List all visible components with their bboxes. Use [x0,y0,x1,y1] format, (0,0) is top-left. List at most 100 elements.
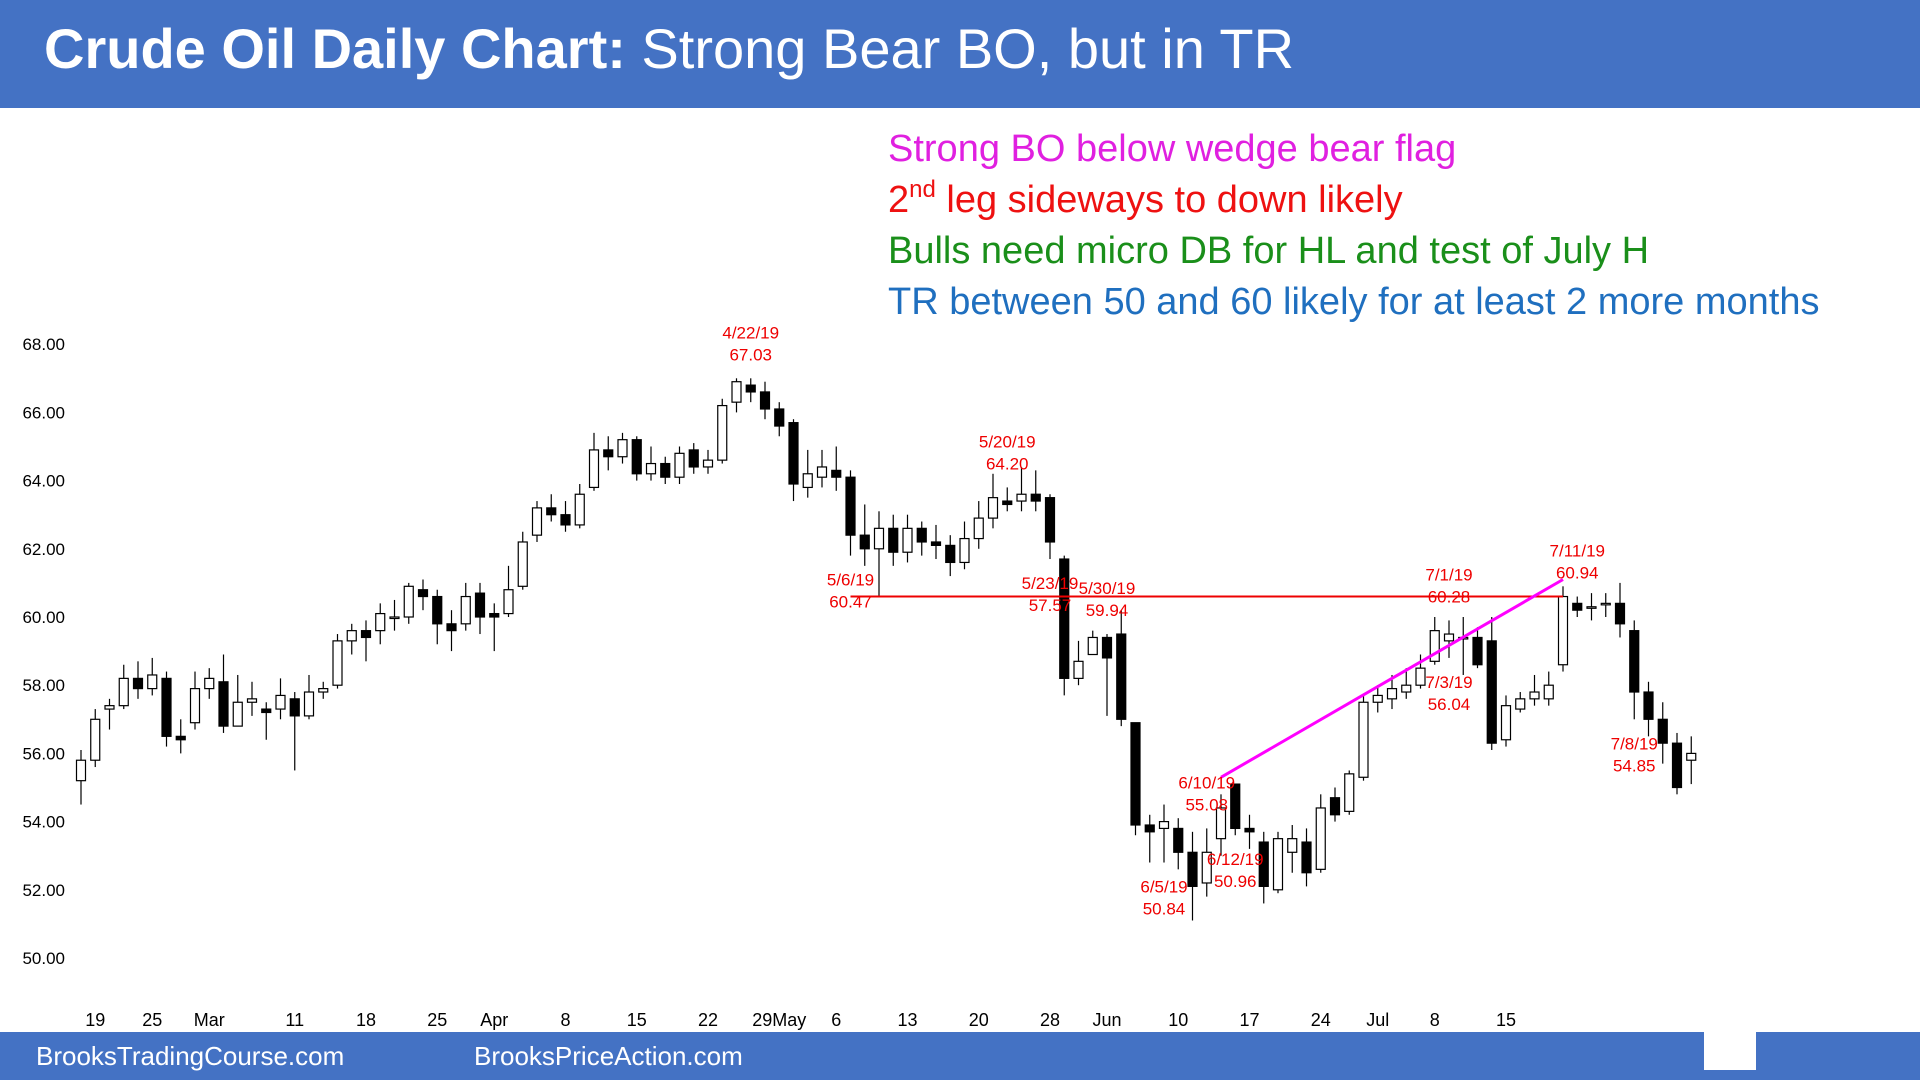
bull-candle [1016,493,1027,502]
callout-date: 7/11/19 [1550,542,1605,561]
x-tick-label: 8 [1430,1010,1440,1030]
x-tick-label: 8 [560,1010,570,1030]
bull-candle [389,616,400,620]
bull-candle [1372,694,1383,703]
bull-candle [645,462,657,475]
bull-candle [617,439,628,458]
x-tick-label: 6 [831,1010,841,1030]
bull-candle [75,759,87,782]
bull-candle [1386,688,1398,700]
y-tick-label: 58.00 [22,676,65,695]
bear-candle [1329,797,1341,816]
bull-candle [531,507,543,536]
title-bar: Crude Oil Daily Chart: Strong Bear BO, b… [0,0,1920,108]
bear-candle [1486,640,1497,744]
bull-candle [90,718,101,761]
bear-candle [1301,841,1312,874]
annotation-line-1: Strong BO below wedge bear flag [888,128,1457,170]
bull-candle [147,674,158,690]
bear-candle [930,541,942,546]
bear-candle [432,595,443,625]
bull-candle [987,497,999,519]
bull-candle [902,527,913,553]
y-tick-label: 60.00 [22,608,65,627]
bear-candle [845,476,856,536]
x-tick-label: Mar [194,1010,225,1030]
bear-candle [417,589,429,598]
bull-candle [1429,630,1440,662]
annotation-block: Strong BO below wedge bear flag 2nd leg … [888,124,1819,328]
bull-candle [346,630,357,642]
bull-candle [303,691,315,717]
bear-candle [1116,633,1127,720]
bear-candle [1657,718,1668,744]
bear-candle [774,408,785,427]
annotation-2-superscript: nd [909,176,936,203]
bull-candle [1344,773,1355,812]
bull-candle [973,517,984,540]
callout-price: 55.08 [1185,795,1228,814]
bear-candle [1258,841,1269,887]
x-tick-label: 22 [698,1010,718,1030]
bear-candle [360,630,372,639]
callout-date: 6/12/19 [1207,850,1264,869]
bull-candle [717,404,728,461]
bear-candle [759,391,771,410]
footer-left-link[interactable]: BrooksTradingCourse.com [36,1041,345,1071]
bear-candle [1629,630,1640,693]
bull-candle [1515,698,1526,710]
bull-candle [318,688,329,693]
bull-candle [1272,838,1284,891]
bull-candle [1401,684,1412,693]
callout-date: 7/3/19 [1425,673,1472,692]
bull-candle [189,688,201,724]
bear-candle [560,514,571,526]
bear-candle [1671,742,1683,789]
callout-price: 60.94 [1556,564,1599,583]
bull-candle [1358,701,1369,778]
x-tick-label: 28 [1040,1010,1060,1030]
bull-candle [1529,691,1540,700]
callout-price: 50.96 [1214,872,1257,891]
y-tick-label: 62.00 [22,540,65,559]
x-tick-label: 15 [1496,1010,1516,1030]
bull-candle [588,449,600,489]
y-tick-label: 66.00 [22,403,65,422]
bear-candle [945,544,956,564]
x-tick-label: 24 [1311,1010,1331,1030]
bear-candle [1472,636,1483,666]
y-tick-label: 54.00 [22,813,65,832]
y-tick-label: 68.00 [22,335,65,354]
callout-price: 64.20 [986,454,1029,473]
callout-date: 5/6/19 [827,571,874,590]
bear-candle [1572,602,1583,611]
callout-price: 67.03 [729,345,772,364]
footer-right-link[interactable]: BrooksPriceAction.com [474,1041,743,1071]
wedge-trendline [1220,578,1564,779]
bear-candle [1244,827,1255,833]
callout-date: 7/8/19 [1611,734,1658,753]
bull-candle [1087,636,1098,656]
x-tick-label: 18 [356,1010,376,1030]
y-tick-label: 50.00 [22,949,65,968]
bear-candle [631,439,642,475]
bull-candle [1586,606,1597,609]
bear-candle [132,677,144,690]
bear-candle [603,449,614,458]
bull-candle [574,493,585,526]
bear-candle [489,612,500,618]
bull-candle [517,541,528,587]
x-tick-label: 13 [897,1010,917,1030]
x-tick-label: Jun [1092,1010,1121,1030]
bear-candle [1173,827,1184,853]
bull-candle [873,527,885,550]
title-rest: Strong Bear BO, but in TR [625,17,1295,80]
bull-candle [403,585,414,618]
callout-date: 7/1/19 [1425,565,1472,584]
bear-candle [888,527,899,553]
callout-price: 54.85 [1613,756,1656,775]
bear-candle [1059,558,1070,679]
bull-candle [1315,807,1326,870]
callout-date: 5/20/19 [979,432,1036,451]
bull-candle [1158,820,1170,830]
